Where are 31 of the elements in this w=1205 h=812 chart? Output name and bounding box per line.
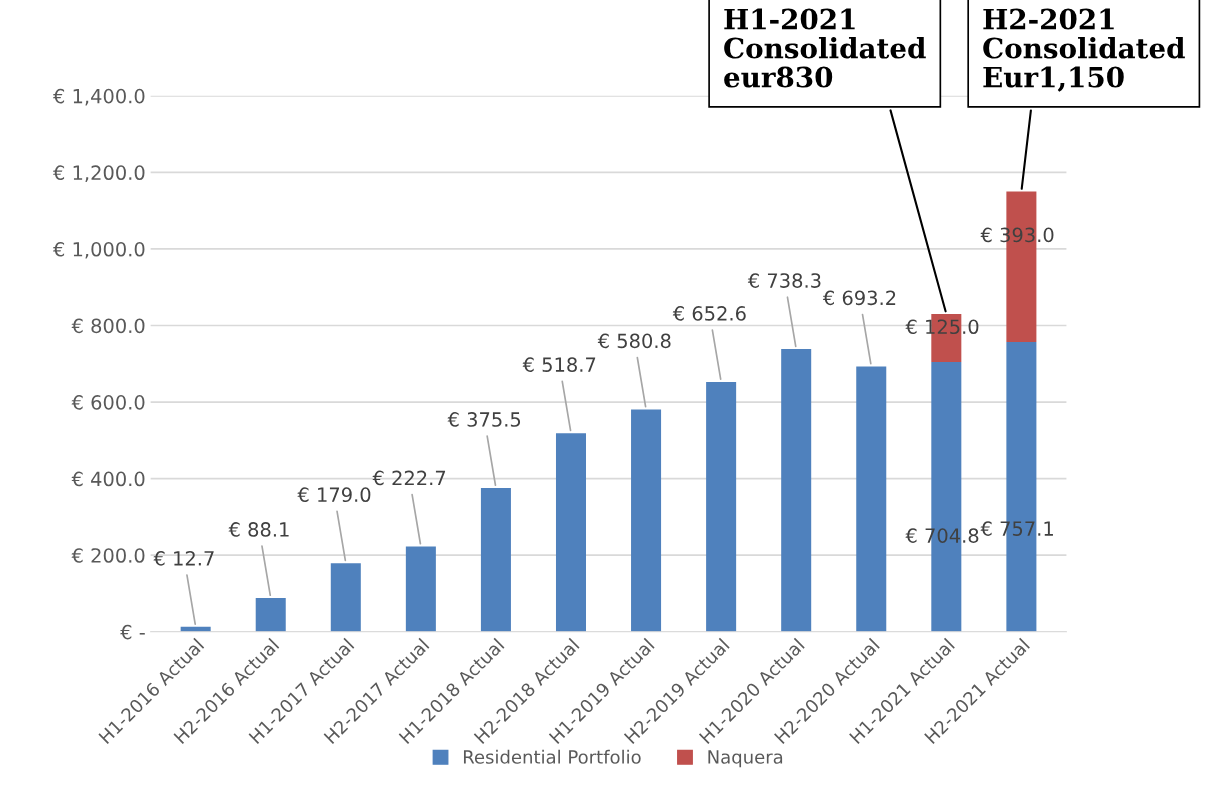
bar bbox=[255, 598, 286, 632]
bar bbox=[856, 366, 887, 632]
bar bbox=[781, 349, 812, 632]
y-tick-label: € 1,200.0 bbox=[53, 165, 145, 183]
data-label: € 652.6 bbox=[672, 306, 746, 321]
y-tick-label: € 400.0 bbox=[71, 471, 145, 487]
y-tick-label: € 1,000.0 bbox=[53, 241, 145, 259]
legend-label: Naquera bbox=[708, 750, 783, 768]
annotation: H1-2021 Consolidated eur830 bbox=[724, 8, 926, 88]
y-tick-label: € - bbox=[120, 624, 145, 640]
bar bbox=[706, 381, 737, 632]
data-label: € 693.2 bbox=[822, 290, 896, 306]
bar bbox=[405, 546, 436, 632]
data-label: € 12.7 bbox=[153, 550, 214, 566]
legend-label: Residential Portfolio bbox=[463, 749, 641, 764]
bar bbox=[555, 433, 587, 632]
bar bbox=[631, 409, 662, 632]
data-label: € 88.1 bbox=[228, 522, 289, 537]
bar bbox=[330, 563, 361, 632]
data-label: € 222.7 bbox=[372, 470, 446, 486]
y-tick-label: € 800.0 bbox=[71, 318, 145, 334]
data-label: € 738.3 bbox=[747, 273, 821, 288]
data-label: € 580.8 bbox=[597, 333, 671, 349]
y-tick-label: € 600.0 bbox=[71, 395, 145, 410]
data-label: € 518.7 bbox=[522, 357, 596, 372]
y-tick-label: € 1,400.0 bbox=[53, 88, 145, 106]
annotation: H2-2021 Consolidated Eur1,150 bbox=[983, 8, 1185, 92]
y-tick-label: € 200.0 bbox=[71, 548, 145, 563]
bar bbox=[480, 487, 511, 632]
data-label: € 375.5 bbox=[447, 412, 521, 427]
data-label: € 179.0 bbox=[297, 487, 371, 503]
